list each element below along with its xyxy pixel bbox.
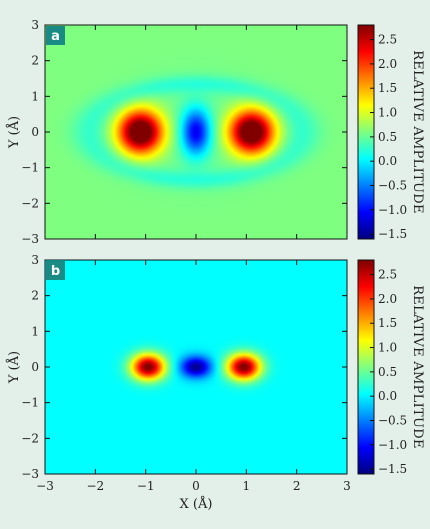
panel-b: −3 −2 −1 0 1 2 3 −3 −2 −1 0 1 2 3 Y (Å) X (Å) b 2.5 2.0 1.5…	[6, 253, 425, 512]
colorbar-tick-label: 1.5	[378, 316, 397, 330]
panel-label-badge	[46, 26, 65, 45]
colorbar-tick-label: −1.5	[378, 227, 407, 241]
heatmap-b	[45, 260, 347, 474]
panel-label: a	[51, 29, 60, 44]
x-tick-label: 2	[293, 479, 301, 493]
y-tick-label: −3	[21, 232, 39, 246]
x-tick-label: 0	[192, 479, 200, 493]
x-tick-label: −1	[137, 479, 155, 493]
y-tick-label: 0	[31, 125, 39, 139]
x-tick-label: 1	[243, 479, 251, 493]
y-tick-label: −2	[21, 431, 39, 445]
y-tick-label: 3	[31, 18, 39, 32]
x-tick-label: −2	[86, 479, 104, 493]
colorbar-tick-label: 1.0	[378, 106, 397, 120]
y-tick-label: −2	[21, 196, 39, 210]
colorbar-tick-label: 2.0	[378, 292, 397, 306]
colorbar-tick-label: 0.0	[378, 389, 397, 403]
x-tick-label: −3	[36, 479, 54, 493]
colorbar-tick-label: −0.5	[378, 414, 407, 428]
y-tick-label: 2	[31, 54, 39, 68]
heatmap-a	[45, 25, 347, 239]
x-tick-label: 3	[343, 479, 351, 493]
colorbar-tick-label: 2.0	[378, 57, 397, 71]
y-tick-label: −1	[21, 396, 39, 410]
y-tick-label: 1	[31, 89, 39, 103]
colorbar-tick-label: −1.0	[378, 438, 407, 452]
colorbar-gradient	[358, 260, 374, 474]
panel-a: −3 −2 −1 0 1 2 3 Y (Å) a 2.5 2.0 1.5 1.0 0.5 0.0 −0.5 −1…	[6, 18, 425, 246]
colorbar-tick-label: 1.5	[378, 81, 397, 95]
colorbar-tick-label: −1.5	[378, 462, 407, 476]
panel-label-badge	[46, 261, 65, 280]
colorbar-title: RELATIVE AMPLITUDE	[410, 285, 425, 449]
colorbar-frame	[357, 24, 375, 240]
colorbar-tick-label: 2.5	[378, 33, 397, 47]
y-tick-label: 0	[31, 360, 39, 374]
y-tick-label: −3	[21, 467, 39, 481]
colorbar-tick-label: 2.5	[378, 268, 397, 282]
y-tick-label: 2	[31, 289, 39, 303]
colorbar-tick-label: −1.0	[378, 203, 407, 217]
colorbar-tick-label: 0.5	[378, 130, 397, 144]
y-tick-label: 3	[31, 253, 39, 267]
y-axis-label: Y (Å)	[6, 116, 22, 149]
colorbar-title: RELATIVE AMPLITUDE	[410, 50, 425, 214]
colorbar-frame	[357, 259, 375, 475]
colorbar-tick-label: 0.0	[378, 154, 397, 168]
colorbar-tick-label: −0.5	[378, 179, 407, 193]
colorbar-tick-label: 1.0	[378, 341, 397, 355]
y-tick-label: 1	[31, 324, 39, 338]
y-tick-label: −1	[21, 161, 39, 175]
colorbar-gradient	[358, 25, 374, 239]
panel-label: b	[51, 264, 60, 279]
y-axis-label: Y (Å)	[6, 351, 22, 384]
x-axis-label: X (Å)	[180, 496, 213, 512]
colorbar-tick-label: 0.5	[378, 365, 397, 379]
